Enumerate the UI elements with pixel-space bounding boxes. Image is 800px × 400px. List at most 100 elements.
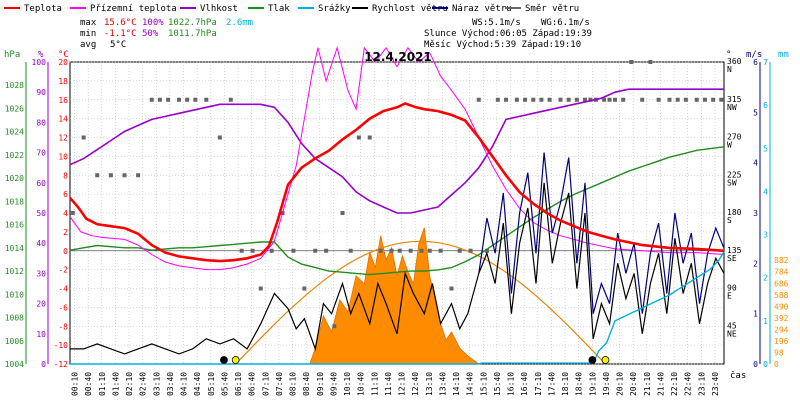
tick-dir-name-5: SE <box>727 254 737 263</box>
wind-direction-point-18 <box>269 248 274 253</box>
wind-direction-point-1 <box>81 135 86 140</box>
stat-moon-times: Měsíc Východ:5:39 Západ:19:10 <box>424 40 581 50</box>
axes: hPa% °C ° m/s mmčas1004100610081010101210141… <box>4 50 789 396</box>
tick-time-4: 02:10 <box>125 372 134 396</box>
tick-press-5: 1014 <box>5 244 24 253</box>
tick-wind-2: 2 <box>753 259 758 268</box>
series-temperature <box>69 102 725 263</box>
tick-time-3: 01:40 <box>111 372 120 396</box>
tick-time-23: 11:40 <box>384 372 393 396</box>
wind-direction-point-33 <box>419 248 424 253</box>
tick-dir-name-3: SW <box>727 178 737 187</box>
wind-direction-point-63 <box>675 97 680 102</box>
wind-direction-point-45 <box>531 97 536 102</box>
tick-hum-5: 50 <box>36 209 46 218</box>
tick-time-16: 08:10 <box>289 372 298 396</box>
stat-max-label: max <box>80 18 97 28</box>
axis-unit-hum: % <box>38 50 44 60</box>
tick-rain-rate-7: 686 <box>774 279 789 288</box>
marker-moon-rise <box>220 356 228 364</box>
tick-time-2: 01:10 <box>98 372 107 396</box>
wind-direction-point-0 <box>70 211 75 215</box>
wind-direction-point-58 <box>629 60 634 64</box>
tick-temp-12: 12 <box>58 134 68 143</box>
axis-unit-rain: mm <box>778 50 789 60</box>
tick-time-15: 07:40 <box>275 372 284 396</box>
tick-rain-3: 3 <box>763 231 768 240</box>
tick-press-6: 1016 <box>5 221 24 230</box>
marker-moon-set <box>588 356 597 364</box>
axis-unit-press: hPa <box>4 50 20 60</box>
stat-max-press: 1022.7hPa <box>168 18 217 28</box>
wind-direction-point-6 <box>149 97 154 102</box>
tick-temp-10: 8 <box>63 171 68 180</box>
wind-direction-point-68 <box>719 97 724 102</box>
wind-direction-point-17 <box>258 286 263 291</box>
wind-direction-point-59 <box>640 97 645 102</box>
tick-press-12: 1028 <box>5 81 24 90</box>
tick-time-44: 22:10 <box>670 372 679 396</box>
tick-temp-4: -4 <box>58 285 68 294</box>
tick-press-4: 1012 <box>5 267 24 276</box>
tick-press-7: 1018 <box>5 197 24 206</box>
tick-temp-8: 4 <box>63 209 68 218</box>
wind-direction-point-25 <box>340 211 345 215</box>
tick-rain-rate-8: 784 <box>774 268 789 277</box>
tick-time-10: 05:10 <box>207 372 216 396</box>
tick-dir-deg-5: 135 <box>727 246 742 255</box>
wind-direction-point-64 <box>683 97 688 102</box>
wind-direction-point-44 <box>523 97 528 102</box>
tick-hum-1: 10 <box>36 330 46 339</box>
tick-time-14: 07:10 <box>261 372 270 396</box>
tick-temp-11: 10 <box>58 152 68 161</box>
series-wind-gust <box>478 152 725 314</box>
series-humidity <box>69 88 724 214</box>
tick-dir-deg-2: 270 <box>727 133 742 142</box>
tick-dir-name-0: N <box>727 65 732 74</box>
series-wind-speed <box>70 182 725 355</box>
tick-time-0: 00:10 <box>71 372 80 396</box>
tick-time-41: 20:40 <box>629 372 638 396</box>
tick-time-34: 17:10 <box>534 372 543 396</box>
tick-hum-7: 70 <box>36 149 46 158</box>
tick-temp-2: -8 <box>58 322 68 331</box>
tick-dir-deg-3: 225 <box>727 170 742 179</box>
wind-direction-point-10 <box>185 97 190 102</box>
tick-dir-deg-0: 360 <box>727 57 742 66</box>
wind-direction-point-7 <box>157 97 162 102</box>
legend: Teplota Přízemní teplota Vlhkost Tlak Srážky… <box>4 4 579 14</box>
stat-wind-gust: WG:6.1m/s <box>541 18 590 28</box>
wind-direction-point-66 <box>702 97 707 102</box>
stat-min-temp: -1.1°C <box>104 29 137 39</box>
wind-direction-point-57 <box>621 97 626 102</box>
wind-direction-point-46 <box>539 97 544 102</box>
legend-label-5: Srážky <box>318 4 351 14</box>
tick-rain-rate-5: 490 <box>774 302 789 311</box>
tick-time-7: 03:40 <box>166 372 175 396</box>
wind-direction-point-54 <box>602 97 607 102</box>
wind-direction-point-22 <box>313 248 318 253</box>
tick-time-12: 06:10 <box>234 372 243 396</box>
legend-label-2: Přízemní teplota <box>90 4 177 14</box>
tick-hum-9: 90 <box>36 88 46 97</box>
wind-direction-point-51 <box>583 97 588 102</box>
tick-dir-deg-1: 315 <box>727 95 742 104</box>
tick-time-13: 06:40 <box>248 372 257 396</box>
tick-time-47: 23:40 <box>711 372 720 396</box>
tick-temp-1: -10 <box>54 341 69 350</box>
tick-press-9: 1022 <box>5 151 24 160</box>
tick-hum-10: 100 <box>32 58 47 67</box>
tick-wind-3: 3 <box>753 209 758 218</box>
wind-direction-point-56 <box>613 97 617 102</box>
tick-rain-rate-1: 98 <box>774 348 784 357</box>
wind-direction-point-3 <box>108 173 113 178</box>
tick-rain-5: 5 <box>763 144 768 153</box>
wind-direction-point-36 <box>449 286 454 291</box>
legend-label-8: Směr větru <box>525 4 579 14</box>
wind-direction-point-49 <box>566 97 571 102</box>
tick-rain-rate-4: 392 <box>774 314 789 323</box>
tick-press-1: 1006 <box>5 337 24 346</box>
tick-time-36: 18:10 <box>561 372 570 396</box>
tick-rain-4: 4 <box>763 187 768 196</box>
